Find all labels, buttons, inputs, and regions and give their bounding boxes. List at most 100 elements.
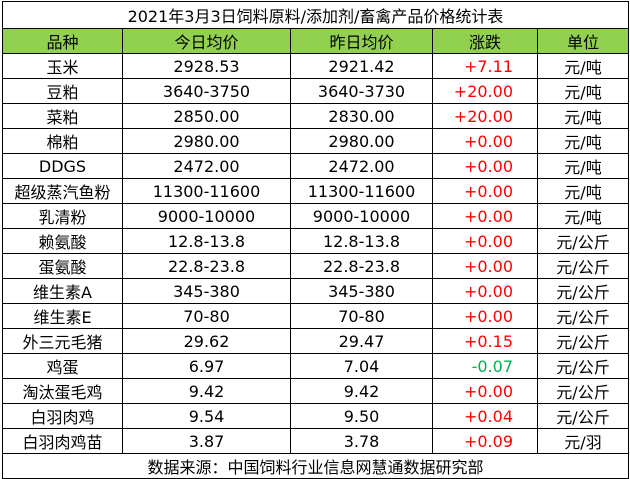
data-row: 白羽肉鸡 9.54 9.50 +0.04 元/公斤 (2, 403, 629, 429)
price-cell: 12.8-13.8 (290, 228, 433, 254)
header-row: 品种 今日均价 昨日均价 涨跌 单位 (2, 28, 629, 54)
title-row: 2021年3月3日饲料原料/添加剂/畜禽产品价格统计表 (2, 1, 629, 29)
change-cell: +0.04 (432, 403, 538, 429)
item-name: 外三元毛猪 (2, 328, 123, 354)
data-row: 超级蒸汽鱼粉 11300-11600 11300-11600 +0.00 元/吨 (2, 178, 629, 204)
change-cell: +0.00 (432, 153, 538, 179)
unit-cell: 元/吨 (537, 203, 629, 229)
change-cell: +0.00 (432, 303, 538, 329)
item-name: 棉粕 (2, 128, 123, 154)
price-cell: 2472.00 (122, 153, 291, 179)
item-name: DDGS (2, 153, 123, 179)
price-cell: 9.54 (122, 403, 291, 429)
data-row: 赖氨酸 12.8-13.8 12.8-13.8 +0.00 元/公斤 (2, 228, 629, 254)
price-cell: 3.78 (290, 428, 433, 454)
price-cell: 29.47 (290, 328, 433, 354)
price-cell: 9000-10000 (290, 203, 433, 229)
header-cell: 今日均价 (122, 28, 291, 54)
data-row: 豆粕 3640-3750 3640-3730 +20.00 元/吨 (2, 78, 629, 104)
header-cell: 单位 (537, 28, 629, 54)
unit-cell: 元/公斤 (537, 328, 629, 354)
price-cell: 29.62 (122, 328, 291, 354)
change-cell: +0.09 (432, 428, 538, 454)
unit-cell: 元/吨 (537, 78, 629, 104)
change-cell: +0.00 (432, 128, 538, 154)
change-cell: +0.00 (432, 203, 538, 229)
price-cell: 9.42 (122, 378, 291, 404)
change-cell: +20.00 (432, 78, 538, 104)
item-name: 蛋氨酸 (2, 253, 123, 279)
unit-cell: 元/公斤 (537, 228, 629, 254)
item-name: 赖氨酸 (2, 228, 123, 254)
price-cell: 9.42 (290, 378, 433, 404)
data-row: 乳清粉 9000-10000 9000-10000 +0.00 元/吨 (2, 203, 629, 229)
data-row: 菜粕 2850.00 2830.00 +20.00 元/吨 (2, 103, 629, 129)
price-cell: 7.04 (290, 353, 433, 379)
price-cell: 345-380 (122, 278, 291, 304)
price-cell: 22.8-23.8 (122, 253, 291, 279)
change-cell: +20.00 (432, 103, 538, 129)
price-cell: 70-80 (290, 303, 433, 329)
price-cell: 2980.00 (122, 128, 291, 154)
data-row: 维生素E 70-80 70-80 +0.00 元/公斤 (2, 303, 629, 329)
unit-cell: 元/吨 (537, 153, 629, 179)
item-name: 淘汰蛋毛鸡 (2, 378, 123, 404)
header-cell: 昨日均价 (290, 28, 433, 54)
item-name: 玉米 (2, 53, 123, 79)
data-row: 玉米 2928.53 2921.42 +7.11 元/吨 (2, 53, 629, 79)
unit-cell: 元/公斤 (537, 353, 629, 379)
change-cell: +7.11 (432, 53, 538, 79)
price-cell: 6.97 (122, 353, 291, 379)
source-note: 数据来源：中国饲料行业信息网慧通数据研究部 (2, 453, 629, 479)
data-row: 鸡蛋 6.97 7.04 -0.07 元/公斤 (2, 353, 629, 379)
item-name: 维生素A (2, 278, 123, 304)
data-row: DDGS 2472.00 2472.00 +0.00 元/吨 (2, 153, 629, 179)
data-row: 淘汰蛋毛鸡 9.42 9.42 +0.00 元/公斤 (2, 378, 629, 404)
price-cell: 12.8-13.8 (122, 228, 291, 254)
unit-cell: 元/吨 (537, 103, 629, 129)
item-name: 白羽肉鸡 (2, 403, 123, 429)
item-name: 维生素E (2, 303, 123, 329)
change-cell: -0.07 (432, 353, 538, 379)
change-cell: +0.00 (432, 253, 538, 279)
header-cell: 品种 (2, 28, 123, 54)
unit-cell: 元/吨 (537, 53, 629, 79)
change-cell: +0.00 (432, 228, 538, 254)
price-cell: 3.87 (122, 428, 291, 454)
price-cell: 22.8-23.8 (290, 253, 433, 279)
price-cell: 2830.00 (290, 103, 433, 129)
data-row: 蛋氨酸 22.8-23.8 22.8-23.8 +0.00 元/公斤 (2, 253, 629, 279)
footer-row: 数据来源：中国饲料行业信息网慧通数据研究部 (2, 453, 629, 479)
price-cell: 2928.53 (122, 53, 291, 79)
item-name: 鸡蛋 (2, 353, 123, 379)
price-cell: 2980.00 (290, 128, 433, 154)
table-title: 2021年3月3日饲料原料/添加剂/畜禽产品价格统计表 (2, 1, 629, 29)
change-cell: +0.00 (432, 378, 538, 404)
item-name: 乳清粉 (2, 203, 123, 229)
price-cell: 11300-11600 (122, 178, 291, 204)
unit-cell: 元/羽 (537, 428, 629, 454)
unit-cell: 元/吨 (537, 178, 629, 204)
price-cell: 3640-3750 (122, 78, 291, 104)
item-name: 白羽肉鸡苗 (2, 428, 123, 454)
price-cell: 11300-11600 (290, 178, 433, 204)
price-cell: 9000-10000 (122, 203, 291, 229)
price-cell: 2850.00 (122, 103, 291, 129)
unit-cell: 元/公斤 (537, 303, 629, 329)
data-row: 外三元毛猪 29.62 29.47 +0.15 元/公斤 (2, 328, 629, 354)
change-cell: +0.00 (432, 178, 538, 204)
unit-cell: 元/公斤 (537, 253, 629, 279)
price-cell: 2472.00 (290, 153, 433, 179)
item-name: 豆粕 (2, 78, 123, 104)
item-name: 超级蒸汽鱼粉 (2, 178, 123, 204)
price-cell: 345-380 (290, 278, 433, 304)
price-cell: 3640-3730 (290, 78, 433, 104)
change-cell: +0.00 (432, 278, 538, 304)
data-row: 白羽肉鸡苗 3.87 3.78 +0.09 元/羽 (2, 428, 629, 454)
change-cell: +0.15 (432, 328, 538, 354)
data-row: 棉粕 2980.00 2980.00 +0.00 元/吨 (2, 128, 629, 154)
unit-cell: 元/公斤 (537, 278, 629, 304)
